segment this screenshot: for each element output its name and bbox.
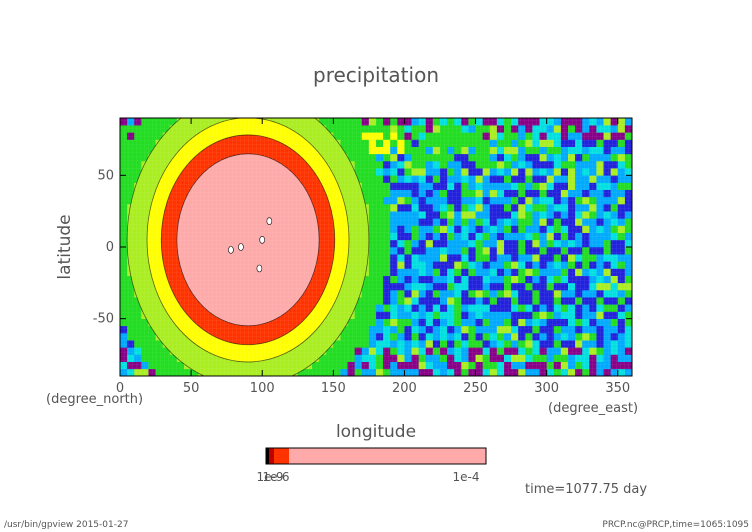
x-tick-label: 50 [183, 381, 200, 396]
y-unit-label: (degree_north) [46, 392, 143, 407]
plot-area [120, 118, 632, 376]
y-axis: 50 0 -50 [93, 168, 632, 327]
x-tick-label: 150 [321, 381, 346, 396]
x-axis: 0 50 100 150 200 250 300 350 [116, 118, 630, 396]
x-tick-label: 0 [116, 381, 124, 396]
x-tick-label: 300 [534, 381, 559, 396]
x-unit-label: (degree_east) [548, 401, 638, 416]
colorbar-segment [269, 448, 274, 464]
colorbar: 1e-9 1e-6 1e-4 [257, 447, 487, 484]
colorbar-segment [266, 448, 269, 464]
y-tick-label: -50 [93, 312, 114, 327]
footer-left: /usr/bin/gpview 2015-01-27 [4, 520, 128, 530]
chart-title: precipitation [313, 63, 439, 87]
x-tick-label: 200 [392, 381, 417, 396]
x-tick-label: 100 [250, 381, 275, 396]
colorbar-segment [274, 448, 289, 464]
x-axis-label: longitude [336, 422, 416, 442]
colorbar-left-label-overlap: 1e-6 [263, 470, 290, 484]
colorbar-segment [289, 448, 486, 464]
y-tick-label: 50 [97, 168, 114, 183]
x-tick-label: 350 [605, 381, 630, 396]
y-tick-label: 0 [106, 240, 114, 255]
x-tick-label: 250 [463, 381, 488, 396]
colorbar-right-label: 1e-4 [453, 470, 480, 484]
y-axis-label: latitude [55, 214, 75, 279]
time-label: time=1077.75 day [525, 482, 647, 497]
footer-right: PRCP.nc@PRCP,time=1065:1095 [602, 520, 749, 530]
colorbar-left-label: 1e-9 [257, 470, 284, 484]
colorbar-frame [265, 447, 487, 465]
